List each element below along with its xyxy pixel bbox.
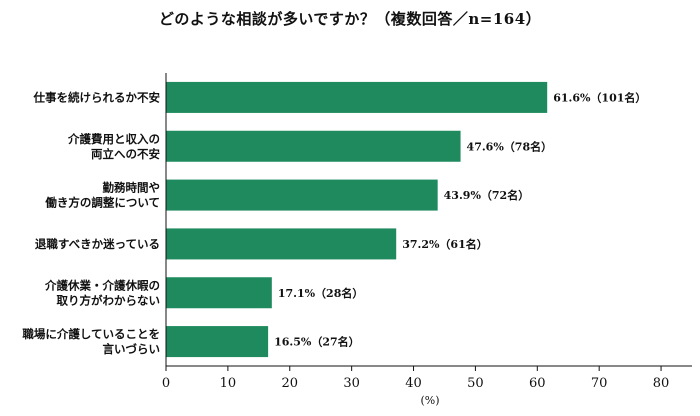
data-label-6: 16.5%（27名）: [274, 335, 360, 349]
labels-layer: 61.6%（101名） 仕事を続けられるか不安 47.6%（78名） 介護費用と収入の…: [22, 90, 646, 356]
bar-6: [166, 326, 269, 358]
category-label-line: 勤務時間や: [103, 181, 161, 195]
x-tick-label: 80: [653, 376, 670, 391]
category-label-line: 両立への不安: [91, 147, 160, 161]
bars-layer: [166, 81, 548, 358]
data-label-2: 47.6%（78名）: [467, 139, 553, 153]
category-label-line: 職場に介護していることを: [22, 327, 160, 341]
x-tick-label: 60: [529, 376, 546, 391]
x-tick-label: 0: [162, 376, 170, 391]
x-tick-label: 50: [467, 376, 484, 391]
category-label-line: 仕事を続けられるか不安: [33, 90, 161, 104]
bar-2: [166, 130, 461, 162]
category-label-4: 退職すべきか迷っている: [35, 237, 160, 251]
x-tick-label: 30: [343, 376, 360, 391]
bar-5: [166, 277, 272, 309]
data-label-5: 17.1%（28名）: [278, 286, 364, 300]
category-label-line: 介護休業・介護休暇の: [44, 278, 160, 292]
x-axis-unit-label: (%): [420, 394, 440, 407]
x-tick-label: 40: [405, 376, 422, 391]
data-label-4: 37.2%（61名）: [402, 237, 488, 251]
data-label-1: 61.6%（101名）: [553, 90, 646, 104]
category-label-3: 勤務時間や働き方の調整について: [44, 181, 160, 210]
data-label-3: 43.9%（72名）: [444, 188, 530, 202]
category-label-line: 介護費用と収入の: [67, 132, 160, 146]
category-label-1: 仕事を続けられるか不安: [33, 90, 161, 104]
x-tick-label: 10: [220, 376, 237, 391]
x-ticks-layer: 0 10 20 30 40 50 60 70 80: [162, 366, 669, 391]
category-label-line: 取り方がわからない: [57, 293, 161, 307]
category-label-line: 働き方の調整について: [44, 196, 160, 210]
bar-3: [166, 179, 438, 211]
category-label-2: 介護費用と収入の両立への不安: [67, 132, 160, 161]
category-label-6: 職場に介護していることを言いづらい: [22, 327, 160, 356]
category-label-line: 言いづらい: [103, 342, 161, 356]
chart-title: どのような相談が多いですか？（複数回答／n=164）: [158, 10, 542, 28]
bar-1: [166, 81, 548, 113]
category-label-line: 退職すべきか迷っている: [35, 237, 160, 251]
category-label-5: 介護休業・介護休暇の取り方がわからない: [44, 278, 160, 307]
bar-4: [166, 228, 397, 260]
x-tick-label: 70: [591, 376, 608, 391]
x-tick-label: 20: [281, 376, 298, 391]
